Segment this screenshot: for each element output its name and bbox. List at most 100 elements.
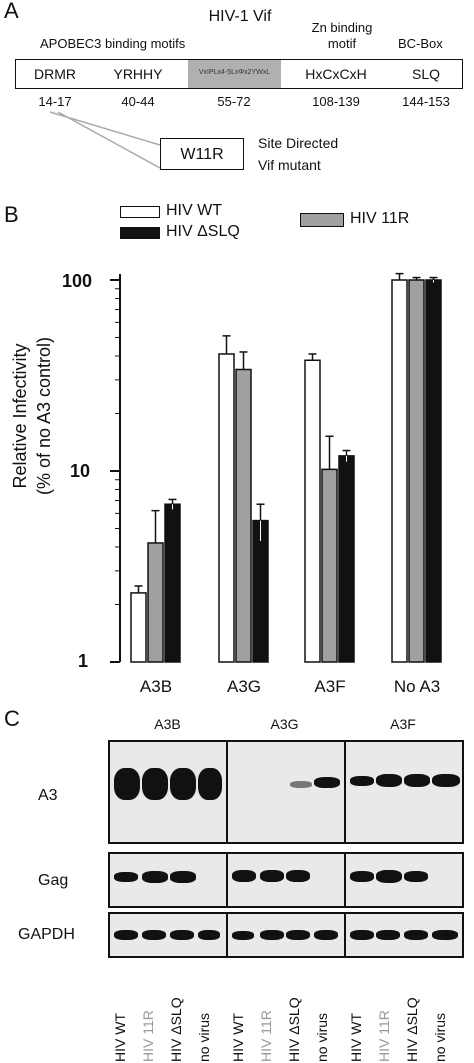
bcbox-header: BC-Box xyxy=(398,36,443,51)
motif-highlight xyxy=(188,60,281,88)
bar-a3b-0 xyxy=(130,592,147,663)
infectivity-bar-chart: A3B A3G A3F No A3 xyxy=(110,272,442,696)
band-gag-a3g-11r xyxy=(260,870,284,882)
bar-noa3-0 xyxy=(391,279,408,663)
category-label: A3F xyxy=(314,677,345,696)
bar-a3g-1 xyxy=(235,368,252,663)
motif-vxipl: VxIPLx4-5LxΦx2YWxL xyxy=(198,69,271,76)
lane-label: no virus xyxy=(196,1012,212,1062)
blot-a3 xyxy=(108,740,464,844)
band-gag-a3b-11r xyxy=(142,871,168,883)
band-gag-a3g-dslq xyxy=(286,870,310,882)
range-yrhhy: 40-44 xyxy=(121,94,155,109)
category-label: A3G xyxy=(227,677,261,696)
blot-row-label-gapdh: GAPDH xyxy=(18,926,75,943)
band-a3-a3b-11r xyxy=(142,768,168,800)
zn-header-line2: motif xyxy=(327,36,357,51)
legend-label-wt: HIV WT xyxy=(166,202,222,219)
band-gapdh-5 xyxy=(232,931,254,940)
lane-label: HIV 11R xyxy=(140,1010,156,1062)
band-gapdh-10 xyxy=(376,930,400,940)
zn-header-line1: Zn binding xyxy=(311,20,373,35)
blot-gapdh xyxy=(108,912,464,958)
zn-header: Zn binding motif xyxy=(292,20,392,52)
band-gapdh-4 xyxy=(198,930,220,940)
blot-row-label-gag: Gag xyxy=(38,872,69,889)
blot-row-label-a3: A3 xyxy=(38,787,58,804)
band-a3-a3f-dslq xyxy=(404,774,430,787)
legend: HIV WT HIV ΔSLQ HIV 11R xyxy=(120,202,420,248)
apobec-header: APOBEC3 binding motifs xyxy=(40,36,186,51)
lane-label: no virus xyxy=(314,1012,330,1062)
band-gag-a3f-11r xyxy=(376,870,402,883)
lane-label: HIV WT xyxy=(348,1013,364,1062)
range-hxcxcxh: 108-139 xyxy=(312,94,360,109)
blot-divider xyxy=(344,854,346,906)
motif-hxcxcxh: HxCxCxH xyxy=(305,66,367,82)
lane-label: HIV ΔSLQ xyxy=(404,997,420,1062)
band-a3-a3b-wt xyxy=(114,768,140,800)
band-a3-a3g-dslq xyxy=(290,781,312,788)
band-gapdh-1 xyxy=(114,930,138,940)
lane-label: HIV 11R xyxy=(258,1010,274,1062)
ytick-label-1: 1 xyxy=(78,651,89,671)
band-gapdh-9 xyxy=(350,930,374,940)
motif-drmr: DRMR xyxy=(34,66,76,82)
blot-group-a3f: A3F xyxy=(390,716,416,732)
vif-title: HIV-1 Vif xyxy=(208,8,272,25)
mutant-label-line2: Vif mutant xyxy=(258,157,321,173)
blot-group-a3b: A3B xyxy=(154,716,181,732)
bar-a3f-0 xyxy=(304,359,321,663)
legend-label-dslq: HIV ΔSLQ xyxy=(166,223,240,240)
band-gapdh-11 xyxy=(404,930,428,940)
range-slq: 144-153 xyxy=(402,94,450,109)
lane-label: HIV 11R xyxy=(376,1010,392,1062)
w11r-box: W11R xyxy=(160,138,244,170)
band-gapdh-6 xyxy=(260,930,284,940)
panel-a-letter: A xyxy=(4,0,19,23)
band-gag-a3g-wt xyxy=(232,870,256,882)
mutant-label-line1: Site Directed xyxy=(258,135,339,151)
bar-a3f-1 xyxy=(321,468,338,663)
legend-swatch-wt xyxy=(120,206,160,218)
panel-c-letter: C xyxy=(4,706,20,731)
panel-b-letter: B xyxy=(4,202,19,227)
legend-swatch-dslq xyxy=(120,227,160,239)
motif-yrhhy: YRHHY xyxy=(113,66,163,82)
mutant-label: Site Directed Vif mutant xyxy=(258,132,338,176)
bar-a3b-2 xyxy=(164,503,181,663)
blot-divider xyxy=(344,914,346,956)
range-vxipl: 55-72 xyxy=(217,94,251,109)
bar-a3f-2 xyxy=(338,455,355,663)
band-gag-a3b-dslq xyxy=(170,871,196,883)
blot-gag xyxy=(108,852,464,908)
mutant-callout-lines xyxy=(49,111,161,169)
blot-divider xyxy=(226,742,228,842)
blot-divider xyxy=(226,914,228,956)
motif-slq: SLQ xyxy=(411,66,440,82)
band-a3-a3f-wt xyxy=(350,776,374,786)
band-gag-a3f-wt xyxy=(350,871,374,882)
band-a3-a3b-dslq xyxy=(170,768,196,800)
legend-swatch-11r xyxy=(300,213,344,227)
lane-label: HIV WT xyxy=(230,1013,246,1062)
ytick-label-10: 10 xyxy=(70,461,91,481)
category-label: No A3 xyxy=(394,677,440,696)
bar-a3g-2 xyxy=(252,519,269,663)
bar-a3g-0 xyxy=(218,353,235,663)
blot-group-a3g: A3G xyxy=(270,716,299,732)
band-gag-a3f-dslq xyxy=(404,871,428,882)
bar-a3b-1 xyxy=(147,542,164,663)
band-gapdh-3 xyxy=(170,930,194,940)
ytick-label-100: 100 xyxy=(62,271,93,291)
band-gapdh-8 xyxy=(314,930,338,940)
bar-noa3-2 xyxy=(425,279,442,663)
legend-label-11r: HIV 11R xyxy=(350,210,410,227)
band-gapdh-2 xyxy=(142,930,166,940)
band-gag-a3b-wt xyxy=(114,872,138,882)
band-a3-a3f-novirus xyxy=(432,774,460,787)
band-a3-a3b-novirus xyxy=(198,768,222,800)
lane-label: HIV ΔSLQ xyxy=(286,997,302,1062)
blot-divider xyxy=(344,742,346,842)
lane-label: no virus xyxy=(432,1012,448,1062)
